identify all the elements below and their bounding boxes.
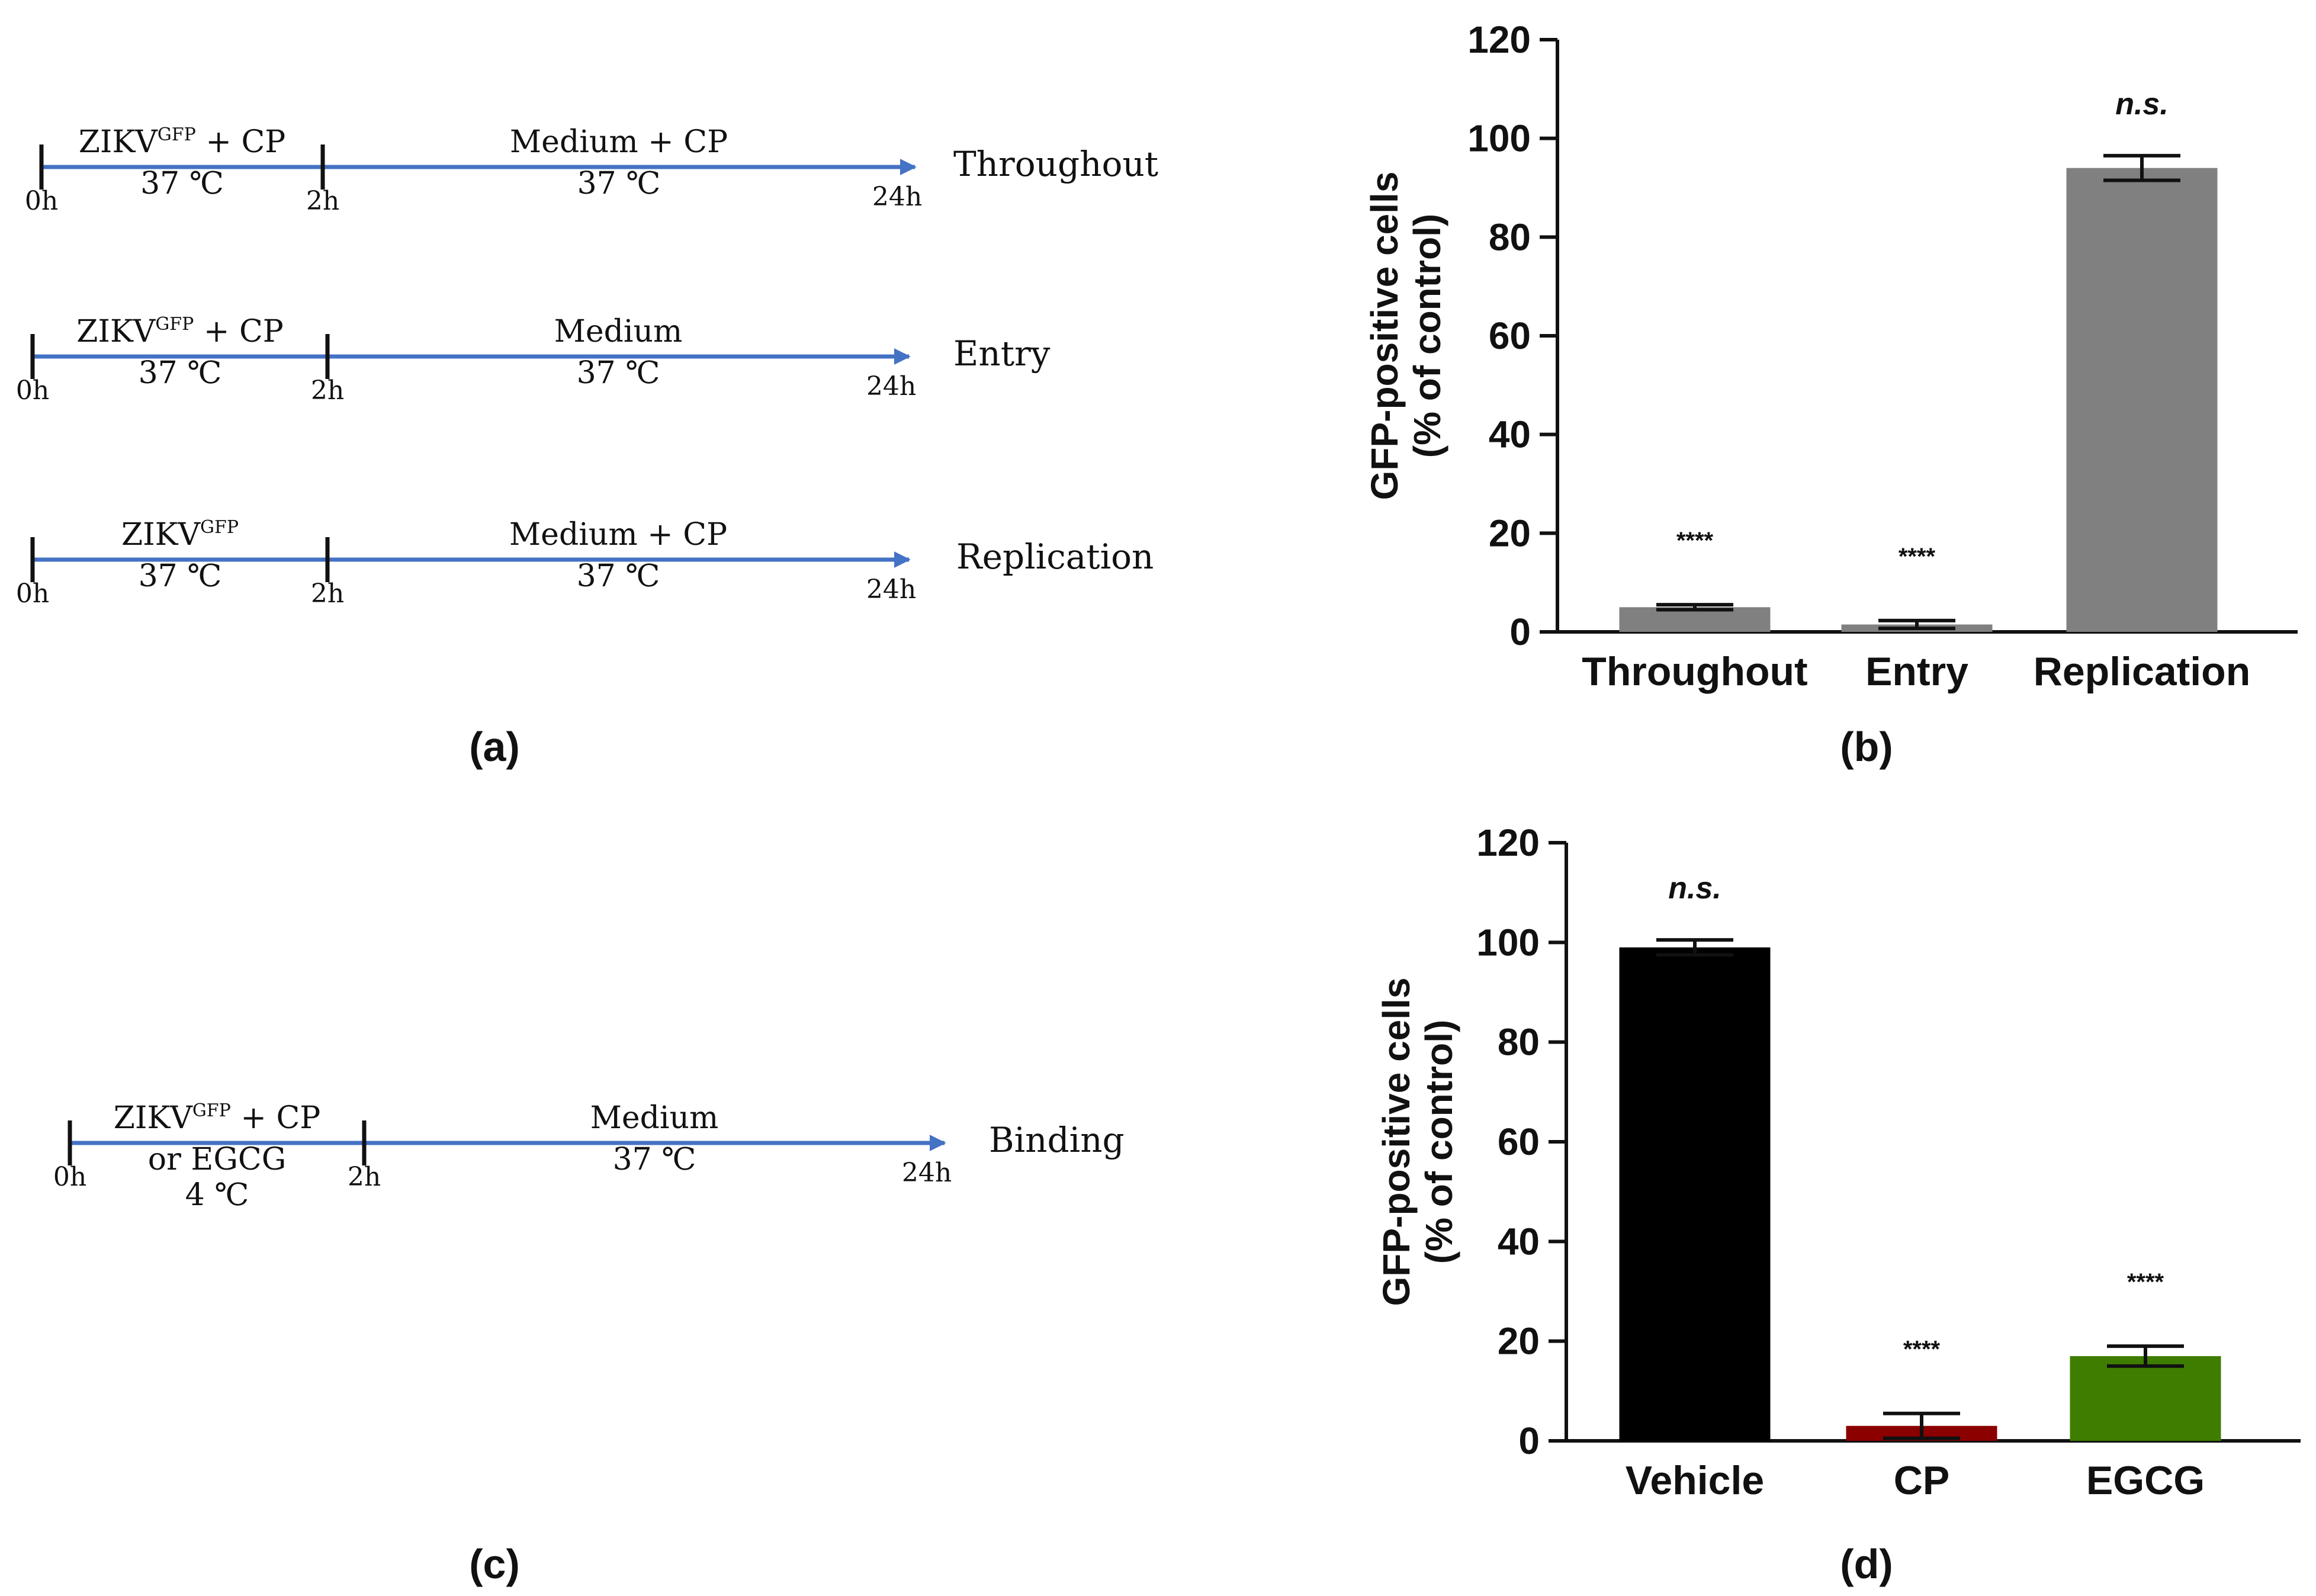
significance-label: **** bbox=[1899, 544, 1936, 570]
time-label-start: 0h bbox=[16, 579, 49, 609]
bar-egcg bbox=[2070, 1356, 2221, 1441]
time-label-start: 0h bbox=[53, 1162, 86, 1192]
phase1-temp: 37 ℃ bbox=[139, 355, 222, 391]
bar-chart-d: 0 20 40 60 80 100 120 GFP-positive cells(% of c… bbox=[1375, 821, 2301, 1503]
significance-label: n.s. bbox=[2115, 87, 2169, 121]
time-label-end: 24h bbox=[866, 371, 916, 402]
y-tick-label: 40 bbox=[1498, 1220, 1540, 1263]
protocol-name: Entry bbox=[953, 333, 1051, 374]
x-tick-label: Replication bbox=[2034, 649, 2251, 694]
panel-label-b: (b) bbox=[1840, 724, 1893, 770]
protocol-name: Binding bbox=[989, 1120, 1125, 1160]
agent-suffix: + CP bbox=[231, 1100, 320, 1136]
agent-main: ZIKV bbox=[114, 1100, 194, 1136]
time-label-mid: 2h bbox=[311, 579, 344, 609]
time-label-mid: 2h bbox=[306, 186, 339, 216]
phase2-agent: Medium bbox=[554, 314, 683, 349]
agent-main: ZIKV bbox=[79, 124, 159, 160]
x-tick-label: Throughout bbox=[1582, 649, 1807, 694]
agent-main: ZIKV bbox=[121, 517, 201, 553]
x-tick-label: CP bbox=[1894, 1458, 1949, 1503]
bar-vehicle bbox=[1619, 947, 1771, 1441]
phase2-temp: 37 ℃ bbox=[577, 166, 661, 201]
significance-label: **** bbox=[2127, 1269, 2164, 1295]
time-label-start: 0h bbox=[25, 186, 58, 216]
significance-label: **** bbox=[1676, 528, 1714, 554]
y-tick-label: 120 bbox=[1476, 821, 1540, 864]
time-label-end: 24h bbox=[872, 182, 922, 212]
significance-label: n.s. bbox=[1668, 871, 1721, 905]
protocol-name: Replication bbox=[956, 537, 1154, 577]
time-label-start: 0h bbox=[16, 375, 49, 406]
timeline-entry: 0h 2h 24h ZIKVGFP + CP 37 ℃ Medium 37 ℃ Entry bbox=[16, 314, 1051, 406]
x-tick-label: Entry bbox=[1865, 649, 1968, 694]
agent-suffix: + CP bbox=[196, 124, 285, 160]
time-label-end: 24h bbox=[902, 1158, 952, 1188]
phase1-agent-line2: or EGCG bbox=[148, 1142, 287, 1177]
phase1-agent: ZIKVGFP + CP bbox=[114, 1100, 320, 1136]
phase1-temp: 4 ℃ bbox=[185, 1177, 249, 1213]
x-tick-label: EGCG bbox=[2086, 1458, 2205, 1503]
y-tick-label: 0 bbox=[1509, 611, 1531, 653]
phase2-temp: 37 ℃ bbox=[577, 558, 660, 594]
protocol-name: Throughout bbox=[953, 144, 1158, 184]
y-axis-label-line1: GFP-positive cells bbox=[1375, 978, 1418, 1306]
y-tick-label: 20 bbox=[1489, 512, 1531, 554]
y-tick-label: 40 bbox=[1489, 413, 1531, 456]
y-tick-label: 20 bbox=[1498, 1320, 1540, 1363]
y-tick-label: 120 bbox=[1467, 18, 1531, 61]
agent-suffix: + CP bbox=[194, 314, 283, 349]
phase1-agent: ZIKVGFP bbox=[121, 517, 239, 553]
time-label-mid: 2h bbox=[311, 375, 344, 406]
phase1-temp: 37 ℃ bbox=[140, 166, 224, 201]
y-tick-label: 80 bbox=[1498, 1021, 1540, 1064]
phase1-agent: ZIKVGFP + CP bbox=[76, 314, 283, 349]
panel-label-d: (d) bbox=[1840, 1541, 1893, 1587]
time-label-mid: 2h bbox=[348, 1162, 381, 1192]
agent-superscript: GFP bbox=[155, 314, 194, 335]
bar-chart-b: 0 20 40 60 80 100 120 GFP-positive cells(% of c… bbox=[1363, 18, 2298, 694]
y-tick-label: 0 bbox=[1518, 1420, 1540, 1462]
y-tick-label: 80 bbox=[1489, 216, 1531, 258]
y-axis-label-line1: GFP-positive cells bbox=[1363, 172, 1406, 500]
y-axis-label-line2: (% of control) bbox=[1406, 214, 1448, 458]
x-tick-label: Vehicle bbox=[1626, 1458, 1764, 1503]
y-tick-label: 60 bbox=[1498, 1120, 1540, 1163]
y-axis-label: GFP-positive cells(% of control) bbox=[1375, 978, 1460, 1306]
significance-label: **** bbox=[1903, 1337, 1941, 1363]
phase2-agent: Medium + CP bbox=[510, 124, 728, 160]
agent-superscript: GFP bbox=[192, 1100, 231, 1121]
agent-main: ZIKV bbox=[76, 314, 156, 349]
timeline-throughout: 0h 2h 24h ZIKVGFP + CP 37 ℃ Medium + CP 37 ℃ Th… bbox=[25, 124, 1158, 216]
time-label-end: 24h bbox=[866, 574, 916, 605]
phase1-temp: 37 ℃ bbox=[139, 558, 222, 594]
phase2-temp: 37 ℃ bbox=[577, 355, 660, 391]
phase2-agent: Medium bbox=[590, 1100, 719, 1136]
agent-superscript: GFP bbox=[158, 124, 196, 145]
y-tick-label: 100 bbox=[1476, 921, 1540, 964]
phase2-agent: Medium + CP bbox=[509, 517, 727, 553]
agent-superscript: GFP bbox=[200, 517, 239, 538]
bar-replication bbox=[2066, 168, 2218, 632]
phase1-agent: ZIKVGFP + CP bbox=[79, 124, 285, 160]
phase2-temp: 37 ℃ bbox=[613, 1142, 696, 1177]
panel-label-c: (c) bbox=[469, 1541, 520, 1587]
y-tick-label: 100 bbox=[1467, 117, 1531, 160]
timeline-replication: 0h 2h 24h ZIKVGFP 37 ℃ Medium + CP 37 ℃ Replica… bbox=[16, 517, 1154, 609]
y-axis-label-line2: (% of control) bbox=[1418, 1020, 1460, 1264]
y-tick-label: 60 bbox=[1489, 314, 1531, 357]
panel-label-a: (a) bbox=[469, 724, 520, 770]
y-axis-label: GFP-positive cells(% of control) bbox=[1363, 172, 1448, 500]
